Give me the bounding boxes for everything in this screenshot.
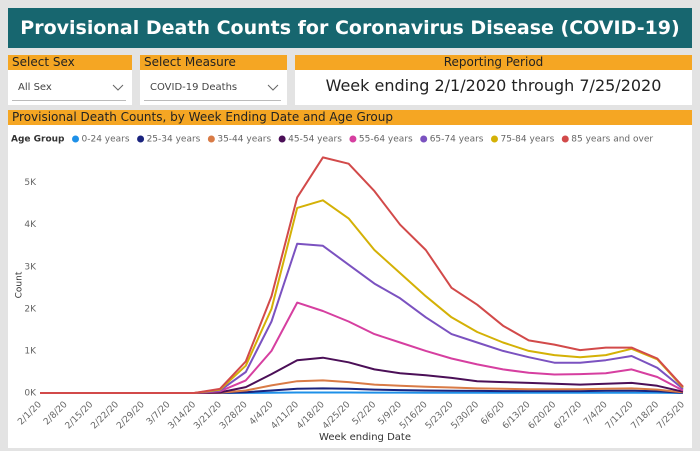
x-tick-label: 5/2/20 — [351, 400, 379, 428]
x-tick-label: 2/1/20 — [16, 400, 44, 428]
chevron — [267, 84, 279, 91]
x-tick-label: 6/27/20 — [552, 400, 584, 432]
series-line — [40, 156, 684, 394]
legend-marker — [490, 135, 498, 143]
legend-label: 45-54 years — [288, 135, 342, 145]
legend-title: Age Group — [11, 135, 65, 145]
reporting-label: Reporting Period — [295, 55, 692, 70]
chart-title: Provisional Death Counts, by Week Ending… — [8, 110, 692, 125]
x-tick-label: 5/30/20 — [450, 400, 482, 432]
dashboard-title: Provisional Death Counts for Coronavirus… — [8, 8, 692, 48]
legend-label: 65-74 years — [430, 135, 484, 145]
x-tick-label: 3/28/20 — [218, 400, 250, 432]
y-tick-label: 5K — [24, 178, 37, 188]
legend-marker — [278, 135, 286, 143]
reporting-panel: Reporting Period Week ending 2/1/2020 th… — [295, 55, 692, 105]
legend-marker — [137, 135, 145, 143]
y-tick-label: 1K — [24, 346, 37, 356]
filter-label: Select Sex — [8, 55, 132, 70]
legend-marker — [561, 135, 569, 143]
chart: Age Group Count Week ending Date 0K 1K 2K 3… — [11, 135, 687, 444]
legend-label: 25-34 years — [147, 135, 201, 145]
legend-label: 35-44 years — [217, 135, 271, 145]
series-line — [40, 242, 684, 394]
x-tick-label: 2/29/20 — [115, 400, 147, 432]
dropdown[interactable]: All Sex — [12, 76, 126, 101]
reporting-value: Week ending 2/1/2020 through 7/25/2020 — [325, 76, 662, 95]
legend-marker — [420, 135, 428, 143]
y-tick-label: 4K — [24, 220, 37, 230]
y-tick-label: 0K — [24, 389, 37, 399]
legend-marker — [207, 135, 215, 143]
legend-label: 75-84 years — [500, 135, 554, 145]
legend-label: 0-24 years — [82, 135, 130, 145]
legend-label: 55-64 years — [359, 135, 413, 145]
x-tick-label: 4/25/20 — [321, 400, 353, 432]
filter-panel: Select Measure COVID-19 Deaths — [140, 55, 287, 105]
y-tick-label: 2K — [24, 304, 37, 314]
dropdown-value: All Sex — [18, 82, 52, 93]
legend-marker — [349, 135, 357, 143]
filter-panel: Select Sex All Sex — [8, 55, 132, 105]
series-line — [40, 199, 684, 394]
filter-label: Select Measure — [140, 55, 287, 70]
dropdown-value: COVID-19 Deaths — [150, 82, 238, 93]
series-line — [40, 301, 684, 394]
chevron — [112, 84, 124, 91]
chart-panel: Provisional Death Counts, by Week Ending… — [8, 110, 692, 448]
y-tick-label: 3K — [24, 262, 37, 272]
x-tick-label: 7/25/20 — [655, 400, 687, 432]
x-axis-title: Week ending Date — [319, 432, 411, 443]
dropdown[interactable]: COVID-19 Deaths — [144, 76, 281, 101]
legend-label: 85 years and over — [571, 135, 653, 145]
y-axis-title: Count — [15, 271, 25, 298]
legend-marker — [72, 135, 80, 143]
